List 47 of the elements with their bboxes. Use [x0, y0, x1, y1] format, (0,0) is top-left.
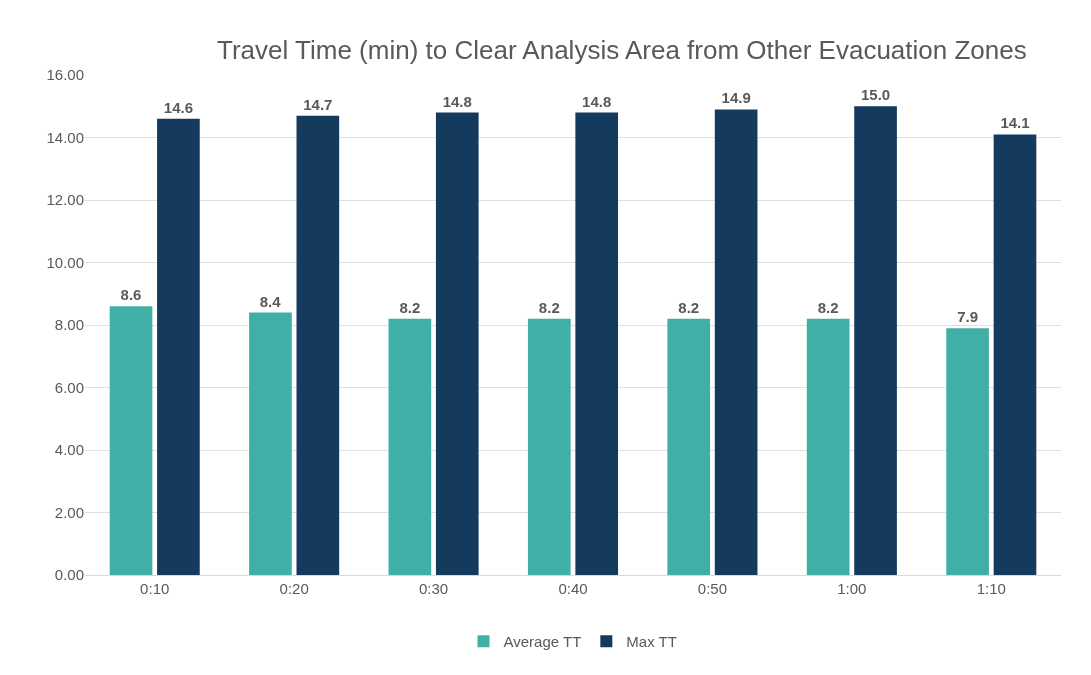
y-tick-label: 0.00 [54, 566, 84, 584]
legend-label: Average TT [503, 633, 582, 651]
bar [806, 318, 850, 575]
data-label: 8.6 [120, 286, 142, 304]
x-tick-label: 1:10 [976, 580, 1006, 597]
bar [388, 318, 432, 575]
bar [667, 318, 711, 575]
chart-title: Travel Time (min) to Clear Analysis Area from Other Evacuation Zones [217, 34, 1027, 65]
data-label: 8.2 [817, 298, 839, 316]
data-label: 8.2 [678, 298, 700, 316]
data-label: 14.1 [1000, 114, 1030, 132]
bar [249, 312, 292, 575]
bar [714, 109, 758, 575]
x-tick-label: 0:50 [697, 580, 728, 597]
x-tick-label: 0:10 [140, 580, 170, 597]
bar [854, 106, 897, 575]
x-tick-label: 0:40 [558, 580, 588, 597]
bar [435, 112, 479, 575]
y-tick-label: 2.00 [54, 503, 84, 521]
legend-label: Max TT [626, 633, 677, 651]
y-tick-label: 10.00 [46, 253, 84, 271]
data-label: 8.4 [259, 292, 282, 310]
y-tick-label: 6.00 [54, 378, 84, 396]
x-tick-label: 1:00 [837, 580, 867, 597]
bar [575, 112, 619, 575]
data-label: 14.6 [163, 98, 194, 116]
data-label: 8.2 [538, 298, 560, 316]
bar [157, 118, 200, 575]
data-label: 14.9 [721, 89, 751, 107]
bar [527, 318, 571, 575]
bar [109, 306, 153, 575]
y-tick-label: 4.00 [54, 441, 84, 459]
x-tick-label: 0:20 [279, 580, 309, 597]
bar [946, 328, 989, 575]
y-tick-label: 8.00 [54, 316, 84, 334]
data-label: 15.0 [860, 86, 891, 104]
x-tick-label: 0:30 [418, 580, 449, 597]
y-tick-label: 12.00 [46, 191, 84, 209]
data-label: 8.2 [399, 298, 421, 316]
data-label: 14.8 [442, 92, 472, 110]
data-label: 14.7 [303, 95, 333, 113]
bar [296, 115, 340, 575]
y-tick-label: 14.00 [46, 128, 84, 146]
bar [993, 134, 1037, 575]
y-tick-label: 16.00 [46, 66, 84, 84]
data-label: 14.8 [582, 92, 612, 110]
data-label: 7.9 [957, 308, 979, 326]
